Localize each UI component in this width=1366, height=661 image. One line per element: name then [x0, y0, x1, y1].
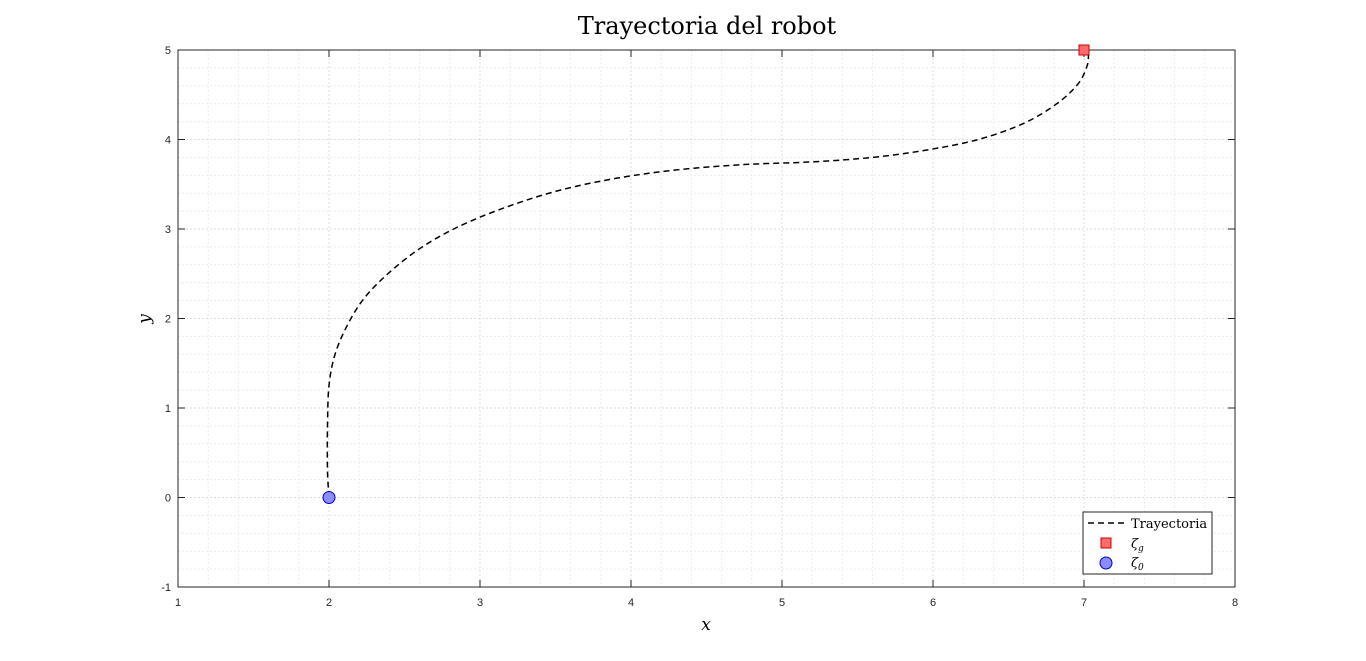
start-marker-circle: [322, 491, 336, 504]
legend-label-zeta-0: ζ0: [1131, 556, 1144, 573]
legend-circle-swatch: [1099, 556, 1113, 570]
x-tick-label: 8: [1232, 597, 1238, 609]
x-tick-label: 6: [930, 597, 936, 609]
chart-title: Trayectoria del robot: [578, 12, 837, 40]
x-tick-label: 1: [175, 597, 181, 609]
x-tick-label: 5: [779, 597, 785, 609]
y-tick-label: 4: [165, 135, 171, 147]
y-tick-label: 0: [165, 493, 171, 505]
y-tick-label: 2: [165, 314, 171, 326]
x-tick-label: 3: [477, 597, 483, 609]
y-tick-label: -1: [161, 582, 171, 594]
y-tick-label: 3: [165, 224, 171, 236]
markers-layer: [322, 44, 1090, 504]
x-tick-label: 4: [628, 597, 634, 609]
legend: Trayectoria ζg ζ0: [1082, 511, 1213, 575]
x-tick-label: 2: [326, 597, 332, 609]
y-axis-label: y: [135, 314, 155, 325]
y-tick-label: 1: [165, 403, 171, 415]
x-axis-label: x: [701, 615, 711, 635]
legend-label-zeta-g: ζg: [1131, 537, 1144, 554]
x-tick-label: 7: [1081, 597, 1087, 609]
tick-marks: [177, 49, 1236, 588]
goal-marker-square: [1078, 44, 1090, 56]
grid: [178, 50, 1235, 587]
legend-square-swatch: [1100, 537, 1112, 549]
y-tick-label: 5: [165, 45, 171, 57]
x-tick-labels: 1 2 3 4 5 6 7 8: [175, 597, 1238, 609]
trajectory-line: [326, 54, 1090, 498]
series-layer: [326, 54, 1090, 498]
y-tick-labels: -1 0 1 2 3 4 5: [161, 45, 171, 594]
legend-label-trayectoria: Trayectoria: [1131, 517, 1207, 532]
